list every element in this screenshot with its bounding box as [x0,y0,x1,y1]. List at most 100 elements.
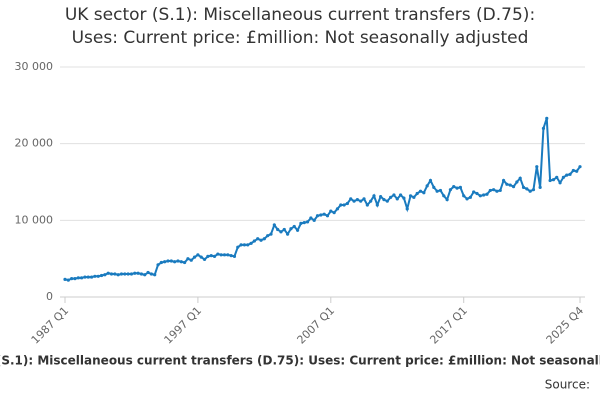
data-point [189,258,193,262]
data-point [63,277,67,281]
data-point [186,257,190,261]
chart-title: UK sector (S.1): Miscellaneous current t… [64,5,536,48]
data-point [176,259,180,263]
y-tick-label: 0 [46,290,53,303]
data-point [96,274,100,278]
data-point [541,126,546,130]
data-point [345,201,350,206]
data-point [365,203,369,207]
y-tick-label: 30 000 [15,60,54,73]
data-point [565,173,569,177]
data-point [93,274,97,278]
data-point [511,185,516,189]
data-point [256,237,260,241]
data-point [149,272,153,276]
data-point [398,193,403,197]
data-point [109,272,114,276]
data-point [116,273,120,277]
data-point [136,271,140,275]
data-point [166,259,170,263]
data-point [236,245,240,249]
data-point [545,116,549,120]
y-tick-label: 20 000 [15,137,54,150]
data-point [179,260,183,264]
data-point [475,191,479,196]
data-point [448,188,453,192]
data-point [415,191,419,196]
data-point [418,189,423,193]
data-point [70,277,74,281]
data-point [315,214,320,218]
data-point [103,273,107,277]
data-point [123,272,127,276]
data-point [389,195,393,199]
data-point [525,187,529,191]
data-point [192,255,197,259]
x-tick-label: 1997 Q1 [162,304,205,347]
data-point [83,275,87,279]
data-point [89,275,94,279]
data-point [246,243,250,247]
data-point [196,253,200,257]
data-point [472,190,476,194]
data-point [319,213,323,217]
x-tick-label: 1987 Q1 [29,304,72,347]
data-point [558,181,562,185]
data-point [515,180,519,184]
data-point [435,189,439,193]
data-point [229,254,233,258]
data-point [349,197,353,201]
x-tick-label: 2007 Q1 [295,304,338,347]
data-point [352,199,356,203]
data-point [518,176,522,180]
data-point [139,272,144,276]
data-point [173,260,177,264]
data-point [99,273,104,278]
data-point [226,253,230,257]
data-point [432,185,436,189]
data-point [501,178,506,183]
data-point [568,172,572,176]
data-point [422,191,426,195]
data-point [119,272,124,276]
data-point [535,165,539,169]
data-point [495,189,499,193]
data-point [392,193,396,197]
data-point [66,278,70,282]
data-point [531,188,536,192]
data-point [305,220,310,224]
data-point [468,195,472,199]
data-point [332,211,336,215]
data-point [239,243,243,247]
data-point [462,194,466,198]
y-tick-label: 10 000 [15,213,54,226]
data-point [379,194,383,199]
data-point [508,183,512,187]
data-point [262,237,266,241]
data-point [571,168,575,173]
data-point [212,254,217,258]
data-point [312,218,316,222]
data-point [452,185,456,189]
data-point [438,188,443,193]
x-tick-label: 2025 Q4 [544,304,587,347]
data-point [561,175,565,179]
data-point [485,192,489,196]
data-point [216,252,220,256]
data-point [259,238,263,242]
data-point [282,227,286,232]
data-point [329,209,333,213]
data-point [209,254,213,258]
legend-label: UK sector (S.1): Miscellaneous current t… [0,354,600,368]
data-point [412,195,416,199]
data-point [408,194,413,198]
data-point [442,194,446,198]
data-point [548,178,552,183]
data-point [395,197,399,201]
data-point [339,203,343,207]
data-point [372,194,376,198]
data-point [156,263,160,267]
data-point [295,228,300,232]
data-point [498,188,502,193]
